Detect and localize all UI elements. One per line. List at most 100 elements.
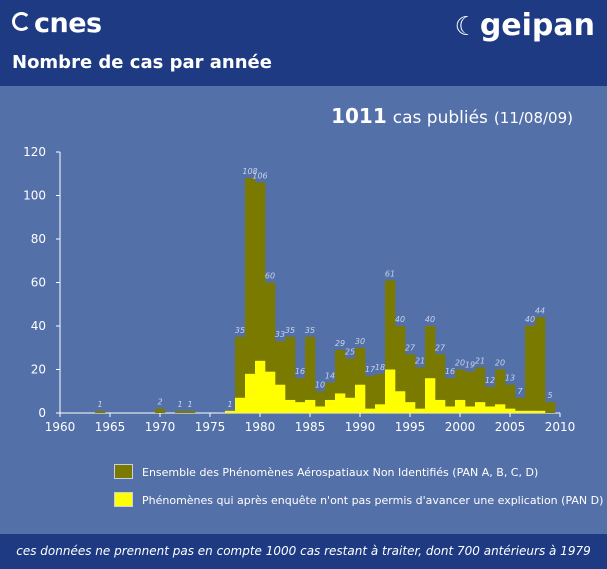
data-label: 17 [365, 365, 376, 374]
data-label: 10 [315, 380, 325, 389]
data-label: 1 [227, 400, 232, 409]
y-tick-label: 40 [31, 319, 46, 333]
bar-total [95, 410, 106, 413]
footer-note: ces données ne prennent pas en compte 10… [0, 534, 607, 569]
data-label: 25 [345, 348, 355, 357]
bar-total [295, 378, 306, 413]
geipan-logo-icon: ☾ [454, 12, 478, 42]
bar-total [445, 378, 456, 413]
data-label: 108 [242, 167, 257, 176]
data-label: 19 [465, 361, 475, 370]
bar-total [345, 358, 356, 413]
cnes-logo: cnes [12, 8, 102, 39]
data-label: 2 [157, 398, 162, 407]
bar-total [525, 326, 536, 413]
data-label: 5 [547, 391, 552, 400]
header-band: cnes ☾geipan Nombre de cas par année [0, 0, 607, 86]
case-count-label: cas publiés [392, 108, 488, 128]
y-tick-label: 0 [38, 406, 46, 420]
data-label: 14 [325, 372, 335, 381]
bar-total [535, 317, 546, 413]
bar-pan-d [365, 408, 376, 413]
data-label: 16 [445, 367, 455, 376]
data-label: 21 [415, 356, 425, 365]
bar-total [265, 282, 276, 413]
y-tick-label: 100 [23, 189, 46, 203]
page-title: Nombre de cas par année [12, 52, 272, 73]
bar-total [315, 391, 326, 413]
bar-pan-d [235, 397, 246, 413]
bar-pan-d [505, 408, 516, 413]
bar-pan-d [455, 399, 466, 413]
data-label: 27 [405, 343, 416, 352]
bar-total [245, 178, 256, 413]
data-label: 1 [97, 400, 102, 409]
bar-total [255, 182, 266, 413]
bar-pan-d [475, 402, 486, 413]
bar-pan-d [295, 402, 306, 413]
data-label: 33 [275, 330, 285, 339]
y-tick-label: 120 [23, 145, 46, 159]
x-tick-label: 1965 [95, 420, 126, 434]
bar-pan-d [485, 406, 496, 413]
bar-pan-d [495, 404, 506, 413]
bar-pan-d [345, 397, 356, 413]
bar-pan-d [405, 402, 416, 413]
bar-total [465, 371, 476, 413]
bar-total [355, 347, 366, 413]
bar-pan-d [435, 399, 446, 413]
bar-pan-d [255, 360, 266, 413]
x-tick-label: 1980 [245, 420, 276, 434]
bar-total [155, 408, 166, 413]
data-label: 60 [265, 272, 275, 281]
y-tick-label: 80 [31, 232, 46, 246]
data-label: 20 [495, 359, 505, 368]
bar-total [455, 369, 466, 413]
data-label: 40 [425, 315, 435, 324]
case-count-date: (11/08/09) [493, 109, 573, 127]
x-tick-label: 2005 [495, 420, 526, 434]
x-tick-label: 1995 [395, 420, 426, 434]
x-tick-label: 1960 [45, 420, 76, 434]
bar-total [285, 336, 296, 413]
bar-total [305, 336, 316, 413]
legend-swatch-pan-d [114, 492, 133, 507]
data-label: 20 [455, 359, 465, 368]
bar-total [365, 376, 376, 413]
data-label: 35 [235, 326, 245, 335]
bar-pan-d [515, 410, 526, 413]
bar-pan-d [275, 384, 286, 413]
bar-total [485, 386, 496, 413]
bar-total [335, 349, 346, 413]
bar-pan-d [425, 378, 436, 413]
legend-label-pan-d: Phénomènes qui après enquête n'ont pas p… [142, 494, 604, 507]
bar-pan-d [525, 410, 536, 413]
data-label: 1 [187, 400, 192, 409]
bar-pan-d [465, 406, 476, 413]
bar-total [405, 354, 416, 413]
bar-total [375, 373, 386, 413]
cnes-logo-text: cnes [34, 8, 102, 39]
bar-pan-d [225, 410, 236, 413]
data-label: 61 [385, 269, 395, 278]
legend-label-total: Ensemble des Phénomènes Aérospatiaux Non… [142, 466, 539, 479]
data-label: 29 [335, 339, 345, 348]
bar-total [505, 384, 516, 413]
data-label: 40 [525, 315, 535, 324]
x-tick-label: 1970 [145, 420, 176, 434]
bar-pan-d [355, 384, 366, 413]
bar-pan-d [315, 406, 326, 413]
bar-total [545, 402, 556, 413]
bar-total [175, 410, 186, 413]
geipan-logo: ☾geipan [455, 8, 596, 43]
bar-pan-d [245, 373, 256, 413]
x-tick-label: 1985 [295, 420, 326, 434]
x-tick-label: 1975 [195, 420, 226, 434]
data-label: 35 [305, 326, 315, 335]
bar-total [435, 354, 446, 413]
geipan-logo-text: geipan [479, 8, 595, 43]
data-label: 12 [485, 376, 495, 385]
x-tick-label: 2000 [445, 420, 476, 434]
legend-swatch-total [114, 464, 133, 479]
